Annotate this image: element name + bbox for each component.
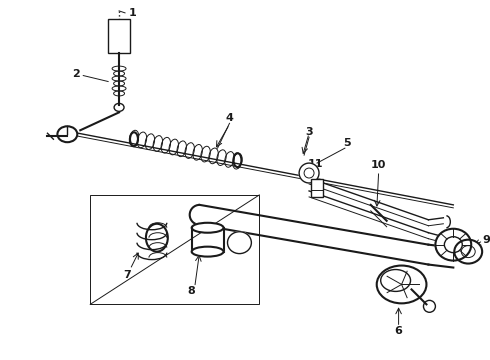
Ellipse shape — [192, 223, 223, 233]
Text: 2: 2 — [73, 68, 80, 78]
Text: 7: 7 — [123, 270, 131, 279]
Bar — [108, 19, 130, 53]
Text: 6: 6 — [394, 326, 403, 336]
Text: 9: 9 — [482, 235, 490, 245]
Ellipse shape — [377, 266, 426, 303]
Circle shape — [299, 163, 319, 183]
Text: 4: 4 — [225, 113, 233, 123]
Text: 1: 1 — [129, 8, 137, 18]
Text: 11: 11 — [307, 159, 323, 169]
Text: 3: 3 — [305, 127, 313, 137]
Text: 5: 5 — [343, 138, 351, 148]
Bar — [311, 179, 323, 197]
Ellipse shape — [436, 229, 471, 261]
Text: 10: 10 — [371, 160, 387, 170]
Bar — [90, 195, 259, 304]
Ellipse shape — [381, 270, 411, 291]
Ellipse shape — [192, 247, 223, 257]
Ellipse shape — [454, 240, 482, 264]
Text: 8: 8 — [188, 287, 196, 296]
Ellipse shape — [146, 224, 168, 252]
Ellipse shape — [227, 232, 251, 253]
